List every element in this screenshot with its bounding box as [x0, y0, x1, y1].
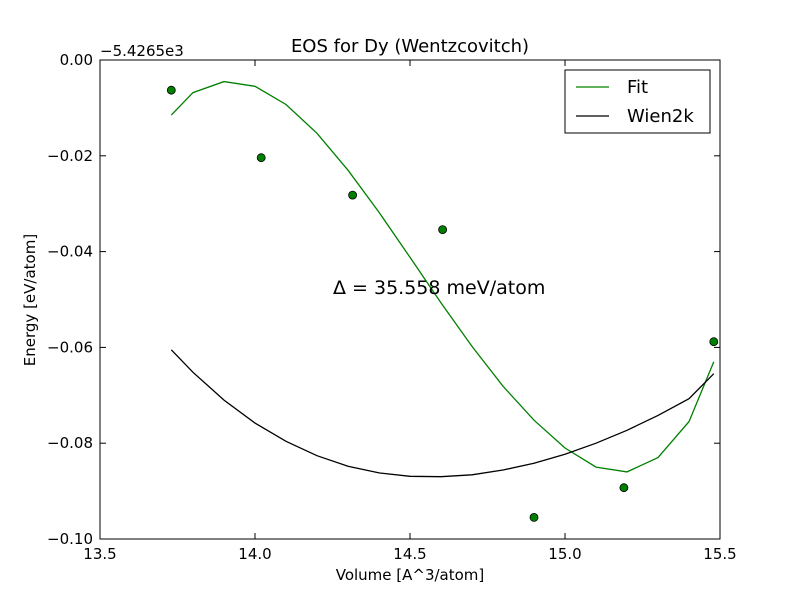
y-tick-label: −0.02	[47, 147, 93, 165]
y-axis-label: Energy [eV/atom]	[21, 234, 39, 366]
plot-lines	[170, 80, 715, 478]
data-point	[709, 337, 719, 347]
legend: Fit Wien2k	[564, 69, 711, 134]
y-tick-label: −0.06	[47, 338, 93, 356]
y-tick-label: −0.04	[47, 243, 93, 261]
data-point	[166, 85, 176, 95]
x-axis-ticks: 13.5 14.0 14.5 15.0 15.5	[83, 60, 737, 563]
y-tick-label: 0.00	[60, 51, 93, 69]
series-line-wien2k	[170, 349, 715, 478]
x-axis-label: Volume [A^3/atom]	[336, 566, 485, 584]
x-tick-label: 15.5	[703, 545, 736, 563]
chart-title: EOS for Dy (Wentzcovitch)	[291, 36, 529, 57]
data-point	[619, 483, 629, 493]
legend-fit-label: Fit	[627, 77, 648, 98]
series-line-fit	[170, 80, 715, 473]
x-tick-label: 15.0	[548, 545, 581, 563]
data-point	[438, 225, 448, 235]
x-tick-label: 14.5	[393, 545, 426, 563]
legend-wien2k-label: Wien2k	[627, 106, 694, 127]
y-axis-ticks: 0.00 −0.02 −0.04 −0.06 −0.08 −0.10	[47, 51, 720, 548]
y-tick-label: −0.08	[47, 434, 93, 452]
data-point	[529, 513, 539, 522]
plot-points	[166, 85, 719, 522]
y-tick-label: −0.10	[47, 530, 93, 548]
delta-annotation: Δ = 35.558 meV/atom	[333, 277, 545, 299]
data-point	[256, 153, 266, 163]
x-tick-label: 13.5	[83, 545, 116, 563]
legend-box	[564, 69, 711, 134]
data-point	[348, 190, 358, 200]
x-tick-label: 14.0	[238, 545, 271, 563]
y-offset-label: −5.4265e3	[100, 42, 184, 60]
